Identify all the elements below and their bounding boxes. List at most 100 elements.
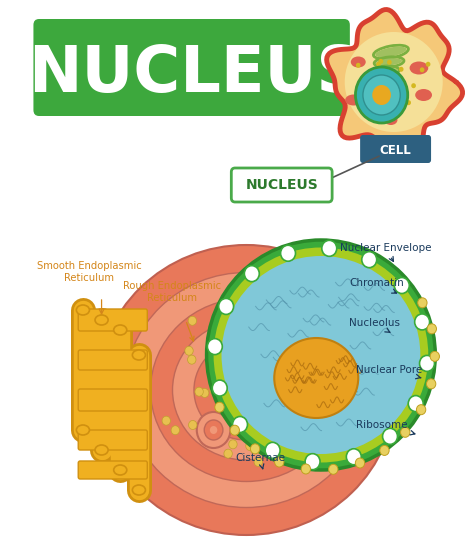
Circle shape <box>387 60 392 65</box>
FancyBboxPatch shape <box>360 135 431 163</box>
Ellipse shape <box>95 315 108 325</box>
Circle shape <box>215 402 224 412</box>
Circle shape <box>419 355 435 371</box>
Text: Nuclear Envelope: Nuclear Envelope <box>339 243 431 261</box>
Circle shape <box>265 442 280 458</box>
Circle shape <box>188 355 196 364</box>
Circle shape <box>372 85 391 105</box>
Circle shape <box>245 382 253 391</box>
Ellipse shape <box>76 425 90 435</box>
Ellipse shape <box>345 94 362 105</box>
Text: Cisternae: Cisternae <box>235 453 285 469</box>
Circle shape <box>356 63 361 68</box>
Ellipse shape <box>76 305 90 315</box>
Ellipse shape <box>194 340 299 440</box>
Circle shape <box>356 458 365 468</box>
Circle shape <box>171 426 180 435</box>
Circle shape <box>366 112 371 117</box>
Circle shape <box>245 311 253 320</box>
Text: Chromatin: Chromatin <box>349 278 404 293</box>
Circle shape <box>346 449 361 465</box>
Ellipse shape <box>151 299 342 482</box>
FancyBboxPatch shape <box>78 309 147 331</box>
Ellipse shape <box>213 357 280 422</box>
Circle shape <box>201 388 209 397</box>
Circle shape <box>415 314 429 330</box>
Circle shape <box>195 387 203 396</box>
Circle shape <box>244 384 253 393</box>
Circle shape <box>234 410 243 418</box>
Ellipse shape <box>384 115 398 125</box>
Circle shape <box>254 457 263 466</box>
Text: Nuclear Pore: Nuclear Pore <box>356 365 423 379</box>
Circle shape <box>408 396 423 412</box>
Text: CELL: CELL <box>380 144 411 157</box>
Circle shape <box>385 69 390 74</box>
Circle shape <box>418 298 427 308</box>
Text: NUCLEUS: NUCLEUS <box>27 43 362 105</box>
Circle shape <box>230 425 239 435</box>
Circle shape <box>189 421 197 430</box>
Ellipse shape <box>377 68 398 73</box>
Circle shape <box>328 465 338 475</box>
Circle shape <box>246 442 254 451</box>
Circle shape <box>204 420 223 440</box>
Ellipse shape <box>114 325 127 335</box>
Circle shape <box>185 346 193 355</box>
Circle shape <box>224 449 232 458</box>
Circle shape <box>406 100 411 105</box>
Ellipse shape <box>132 485 146 495</box>
Ellipse shape <box>132 350 146 360</box>
Ellipse shape <box>345 32 443 132</box>
Circle shape <box>229 440 237 449</box>
Circle shape <box>360 98 365 103</box>
Circle shape <box>210 385 218 394</box>
Circle shape <box>219 299 234 315</box>
Circle shape <box>399 67 403 72</box>
Circle shape <box>420 67 424 72</box>
Circle shape <box>370 109 374 114</box>
Circle shape <box>207 339 222 355</box>
Circle shape <box>197 412 230 448</box>
Ellipse shape <box>351 57 366 68</box>
Ellipse shape <box>173 320 320 460</box>
Ellipse shape <box>214 248 428 462</box>
Circle shape <box>305 453 320 470</box>
Circle shape <box>162 416 171 425</box>
Circle shape <box>379 59 383 64</box>
Circle shape <box>221 334 229 343</box>
Ellipse shape <box>207 240 435 470</box>
Ellipse shape <box>125 273 368 507</box>
Circle shape <box>274 457 284 467</box>
Ellipse shape <box>376 58 402 65</box>
Ellipse shape <box>375 47 407 57</box>
FancyBboxPatch shape <box>78 389 147 411</box>
Circle shape <box>430 351 439 361</box>
Ellipse shape <box>114 465 127 475</box>
Ellipse shape <box>95 445 108 455</box>
Ellipse shape <box>97 245 396 535</box>
Circle shape <box>383 428 398 445</box>
Circle shape <box>426 62 430 67</box>
FancyBboxPatch shape <box>231 168 332 202</box>
Circle shape <box>375 66 380 71</box>
Text: NUCLEUS: NUCLEUS <box>246 178 318 192</box>
Circle shape <box>376 62 381 67</box>
Circle shape <box>427 379 436 389</box>
Ellipse shape <box>221 256 420 454</box>
Circle shape <box>417 405 426 415</box>
Circle shape <box>244 266 259 281</box>
Ellipse shape <box>415 89 432 101</box>
Circle shape <box>301 464 310 474</box>
Circle shape <box>401 87 406 92</box>
Circle shape <box>394 278 410 294</box>
Circle shape <box>322 240 337 256</box>
FancyBboxPatch shape <box>78 461 147 479</box>
Circle shape <box>380 446 389 456</box>
Circle shape <box>356 87 360 92</box>
Circle shape <box>371 106 375 111</box>
Text: Rough Endoplasmic
Reticulum: Rough Endoplasmic Reticulum <box>122 281 220 303</box>
Circle shape <box>401 427 410 437</box>
Text: Nucleolus: Nucleolus <box>349 318 400 332</box>
Circle shape <box>363 75 400 115</box>
